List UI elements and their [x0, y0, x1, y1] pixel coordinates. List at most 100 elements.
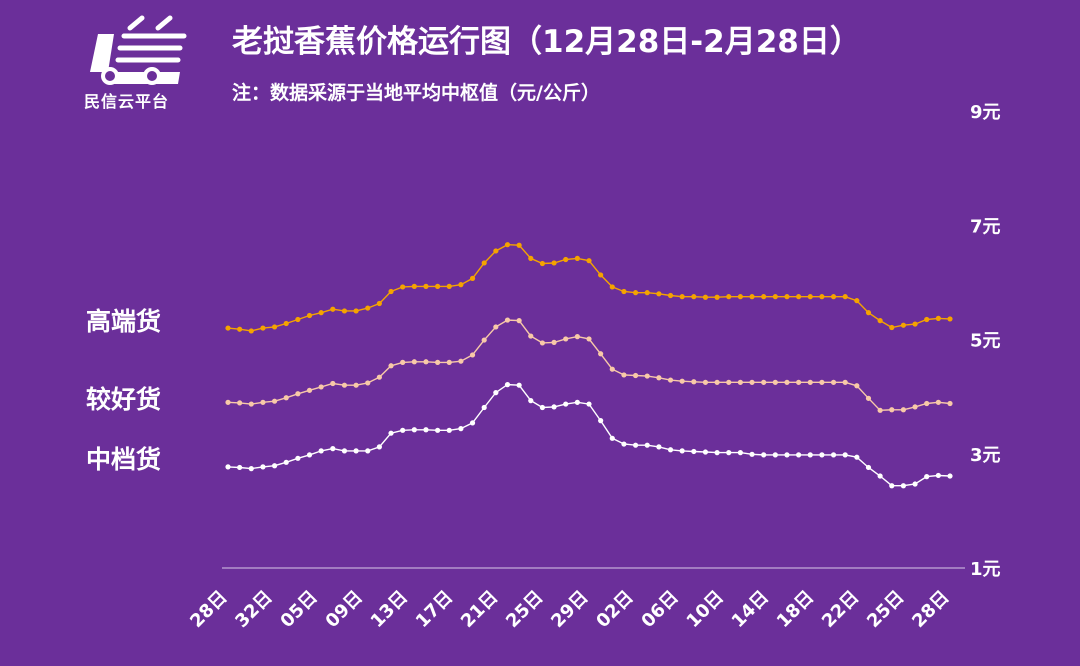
series-point [446, 359, 452, 365]
x-tick-label: 17日 [412, 587, 457, 632]
series-point [702, 379, 709, 385]
series-point [830, 379, 837, 385]
series-point [737, 379, 743, 385]
series-point [353, 448, 359, 454]
series-point [889, 483, 895, 489]
series-point [481, 337, 487, 343]
series-point [295, 455, 301, 461]
series-point [726, 450, 732, 456]
series-point [691, 294, 697, 300]
series-point [900, 322, 907, 328]
series-point [563, 256, 569, 263]
series-point [912, 404, 918, 410]
x-tick-label: 29日 [547, 587, 592, 632]
series-point [784, 452, 790, 458]
series-point [691, 448, 697, 455]
series-point [772, 452, 778, 458]
series-point [318, 384, 324, 390]
series-point [586, 336, 592, 342]
series-point [586, 401, 592, 407]
series-point [388, 430, 394, 436]
series-point [586, 258, 592, 264]
x-tick-label: 09日 [322, 587, 367, 632]
series-point [563, 401, 569, 407]
series-point [469, 275, 476, 281]
series-point [632, 290, 639, 296]
series-point [539, 260, 546, 267]
series-point [481, 260, 487, 266]
series-point [330, 380, 336, 387]
series-point [632, 442, 639, 448]
series-point [446, 427, 452, 433]
series-point [330, 446, 336, 452]
series-point [667, 447, 674, 453]
series-point [400, 359, 406, 365]
series-point [819, 294, 825, 300]
series-point [912, 321, 918, 327]
series-point [889, 324, 895, 331]
x-tick-label: 06日 [637, 587, 682, 632]
series-point [318, 448, 324, 454]
series-point [225, 399, 231, 405]
series-point [423, 283, 429, 289]
series-point [702, 294, 709, 300]
series-point [504, 382, 511, 388]
series-point [551, 339, 557, 345]
series-point [353, 382, 359, 388]
x-tick-label: 05日 [276, 587, 321, 632]
series-point [656, 444, 662, 450]
series-point [796, 379, 802, 385]
series-label: 高端货 [86, 307, 161, 336]
series-point [260, 399, 266, 405]
series-point [435, 359, 441, 365]
series-point [598, 351, 604, 357]
series-point [807, 452, 813, 458]
series-label: 较好货 [86, 385, 161, 414]
series-point [225, 325, 231, 331]
series-point [283, 320, 289, 327]
x-tick-label: 14日 [728, 587, 773, 632]
series-point [947, 400, 953, 407]
series-point [761, 294, 767, 300]
series-point [563, 336, 569, 342]
y-tick-label: 1元 [970, 559, 1001, 580]
series-point [237, 400, 243, 406]
series-point [679, 294, 685, 300]
series-point [435, 427, 441, 433]
series-point [679, 378, 685, 384]
series-point [947, 473, 953, 479]
series-point [411, 359, 417, 365]
series-point [248, 328, 254, 334]
series-point [772, 294, 778, 300]
series-point [574, 399, 580, 405]
series-point [819, 379, 825, 385]
brand-name: 民信云平台 [84, 92, 170, 111]
series-point [877, 473, 883, 479]
series-point [644, 373, 650, 379]
series-point [435, 283, 441, 289]
series-point [295, 316, 301, 323]
series-point [807, 379, 813, 385]
series-point [306, 312, 313, 319]
series-point [854, 383, 860, 389]
x-tick-label: 02日 [592, 587, 637, 632]
series-point [912, 481, 918, 487]
series-point [528, 398, 534, 404]
series-point [271, 463, 278, 469]
series-point [248, 466, 254, 472]
series-point [935, 315, 941, 321]
series-line [227, 383, 951, 487]
series-point [283, 395, 289, 401]
chart-title: 老挝香蕉价格运行图（12月28日-2月28日） [232, 24, 861, 60]
series-point [761, 379, 767, 385]
series-line [227, 319, 951, 412]
series-point [796, 294, 802, 300]
series-point [691, 379, 697, 385]
series-point [400, 427, 406, 433]
series-point [749, 451, 755, 457]
x-tick-label: 32日 [231, 587, 276, 632]
x-tick-label: 13日 [367, 587, 412, 632]
series-point [609, 284, 615, 290]
series-point [504, 242, 511, 248]
